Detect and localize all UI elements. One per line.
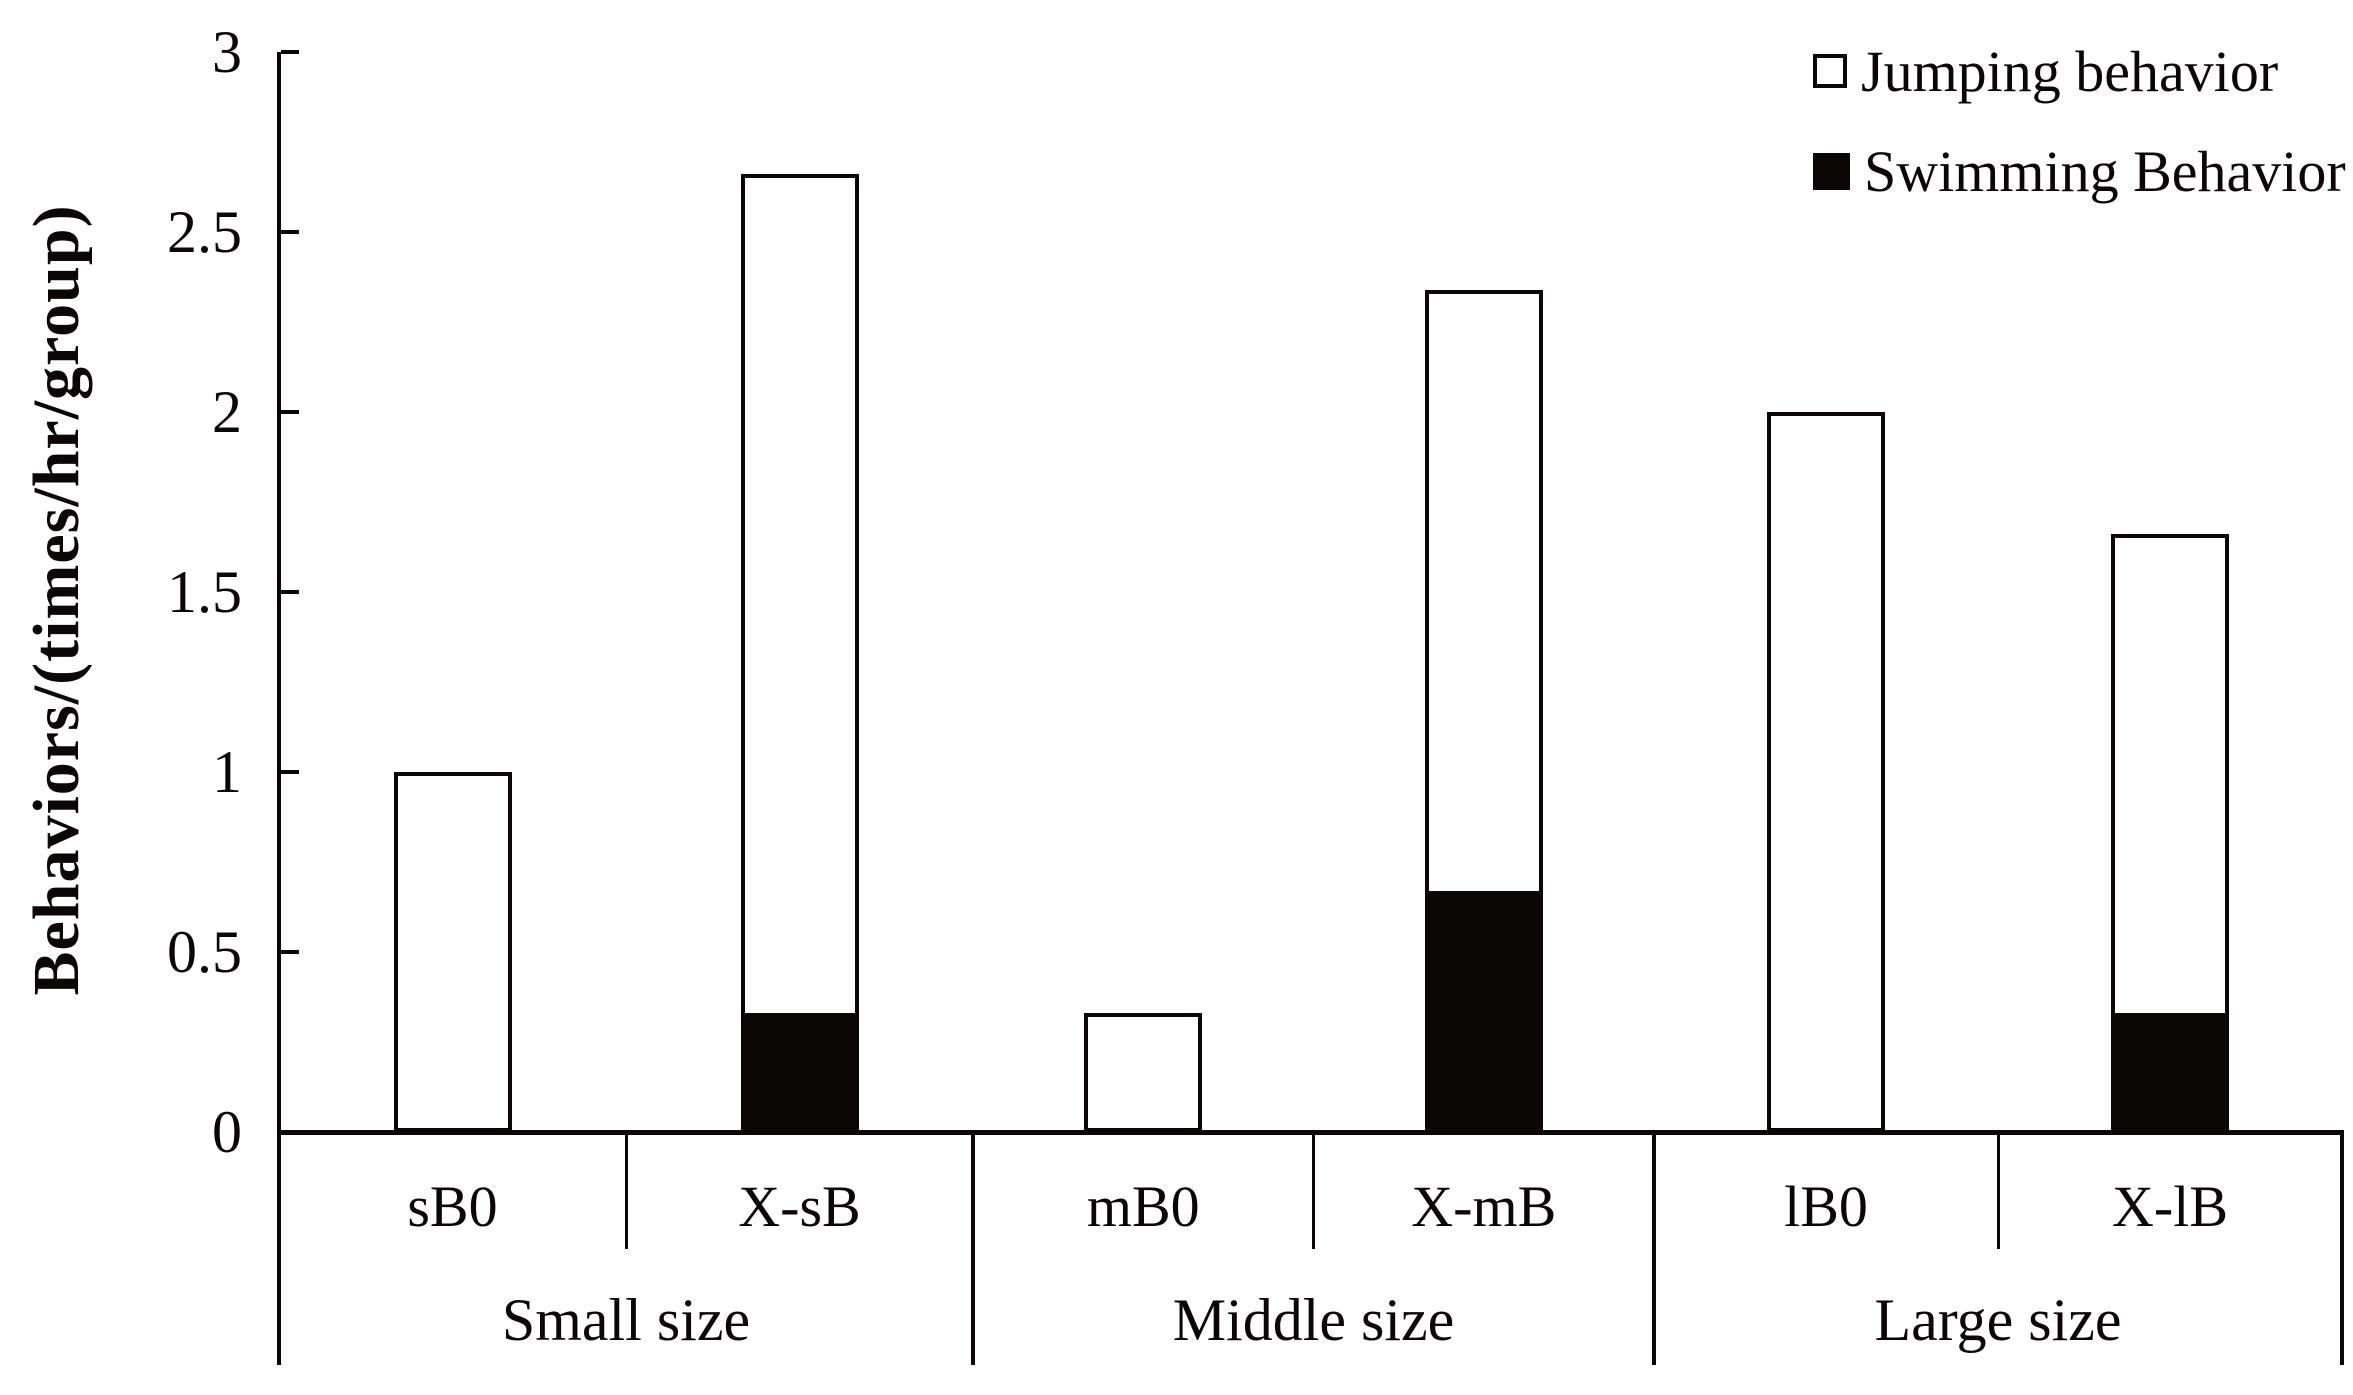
legend-label-jumping: Jumping behavior [1861,38,2279,104]
bar-segment-swimming-X-lB [2111,1013,2229,1132]
y-tick-label: 1.5 [167,559,242,625]
category-separator-line [1312,1132,1315,1249]
y-axis-tick [281,590,299,594]
y-tick-label: 2 [212,379,242,445]
group-label-small-size: Small size [501,1287,751,1353]
bar-X-lB [2111,534,2229,1132]
group-boundary-line [971,1132,975,1365]
category-separator-line [1996,1132,2000,1249]
category-separator-line [624,1132,628,1249]
y-axis-tick [281,50,299,54]
category-label-lB0: lB0 [1784,1174,1868,1239]
y-tick-label: 1 [212,739,242,805]
y-tick-label: 2.5 [167,199,242,265]
y-tick-label: 0.5 [167,919,242,985]
bar-mB0 [1084,1013,1203,1132]
bar-lB0 [1767,412,1885,1132]
y-tick-label: 0 [212,1099,242,1165]
bar-X-mB [1424,289,1543,1132]
bar-segment-swimming-X-sB [740,1013,859,1132]
y-axis-tick [281,950,299,954]
legend-label-swimming: Swimming Behavior [1864,138,2346,204]
y-axis-tick [281,1130,299,1134]
bar-segment-swimming-X-mB [1424,890,1543,1132]
y-axis-line [277,52,281,1137]
group-boundary-line [1652,1132,1656,1365]
jumping-behavior-swatch-icon [1813,54,1847,88]
legend-item-swimming: Swimming Behavior [1813,138,2346,204]
y-axis-tick [281,410,299,414]
x-axis-line [277,1130,2344,1135]
category-label-X-mB: X-mB [1411,1174,1557,1239]
category-label-sB0: sB0 [407,1174,498,1239]
group-boundary-line [2340,1132,2344,1365]
group-label-middle-size: Middle size [1172,1287,1455,1353]
category-label-X-lB: X-lB [2112,1174,2228,1239]
group-boundary-line [277,1132,281,1365]
swimming-behavior-swatch-icon [1813,152,1850,190]
bar-sB0 [393,772,512,1132]
y-tick-label: 3 [212,19,242,85]
category-label-X-sB: X-sB [738,1174,861,1239]
category-label-mB0: mB0 [1086,1174,1200,1239]
legend-item-jumping: Jumping behavior [1813,38,2278,104]
group-label-large-size: Large size [1874,1287,2122,1353]
y-axis-tick [281,770,299,774]
bar-X-sB [740,174,859,1132]
y-axis-tick [281,230,299,234]
